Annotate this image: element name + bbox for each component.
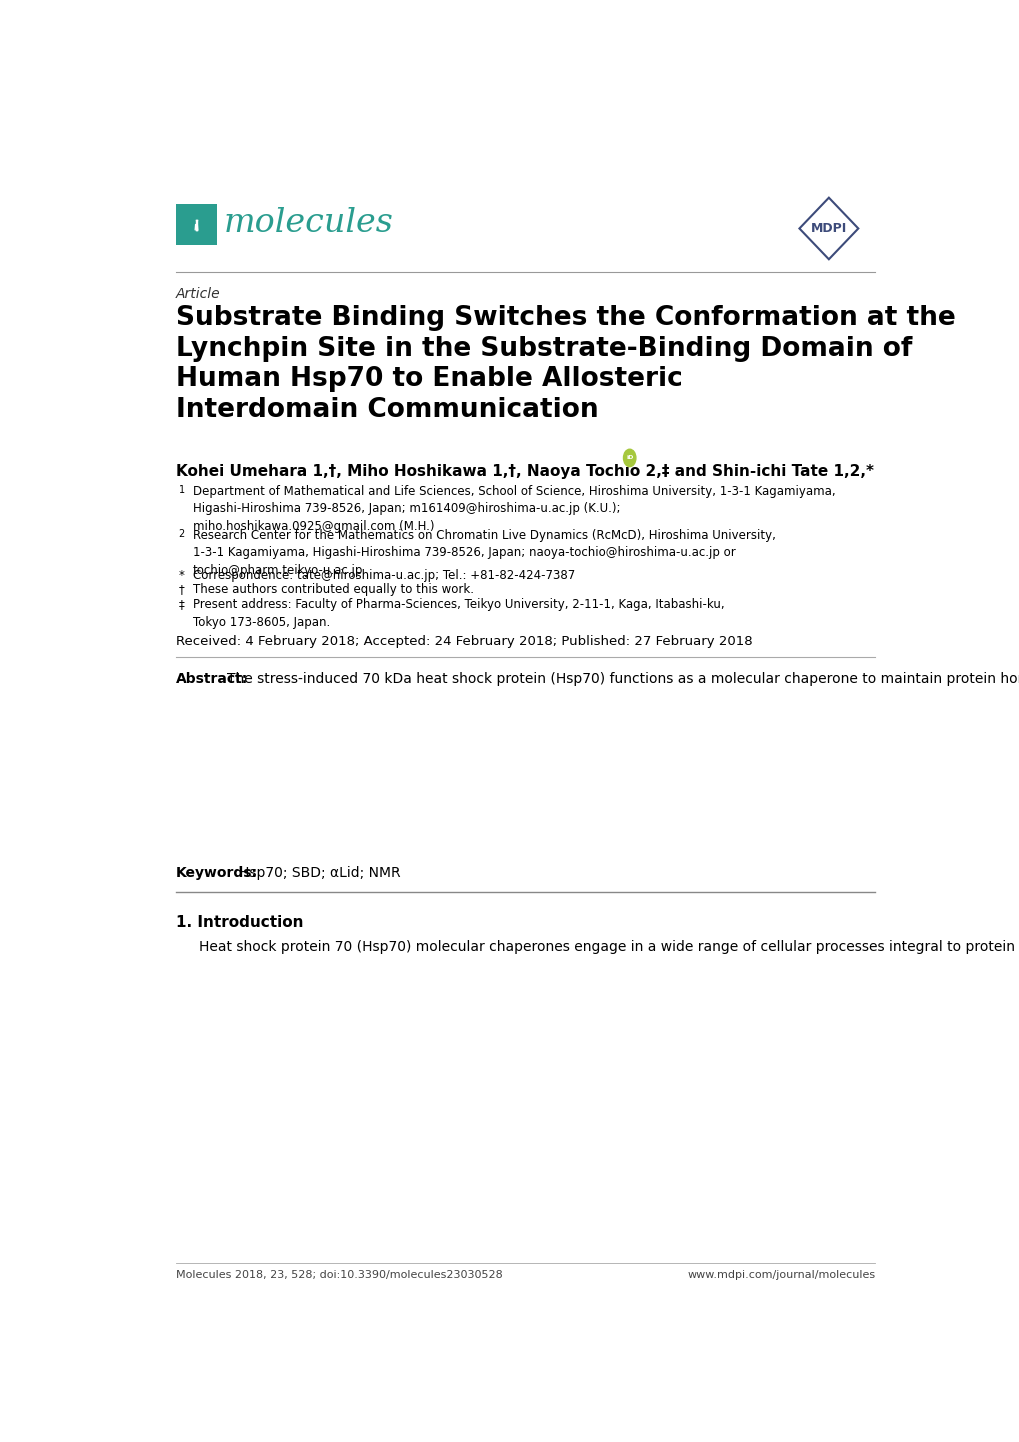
Text: Correspondence: tate@hiroshima-u.ac.jp; Tel.: +81-82-424-7387: Correspondence: tate@hiroshima-u.ac.jp; … [193, 568, 575, 581]
Text: Molecules 2018, 23, 528; doi:10.3390/molecules23030528: Molecules 2018, 23, 528; doi:10.3390/mol… [175, 1269, 501, 1279]
Text: Hsp70; SBD; αLid; NMR: Hsp70; SBD; αLid; NMR [238, 867, 400, 880]
Text: These authors contributed equally to this work.: These authors contributed equally to thi… [193, 584, 473, 597]
Text: †: † [178, 584, 184, 597]
Text: www.mdpi.com/journal/molecules: www.mdpi.com/journal/molecules [687, 1269, 874, 1279]
Text: Kohei Umehara 1,†, Miho Hoshikawa 1,†, Naoya Tochio 2,‡ and Shin-ichi Tate 1,2,*: Kohei Umehara 1,†, Miho Hoshikawa 1,†, N… [175, 464, 872, 479]
Text: 1. Introduction: 1. Introduction [175, 914, 303, 930]
Text: Received: 4 February 2018; Accepted: 24 February 2018; Published: 27 February 20: Received: 4 February 2018; Accepted: 24 … [175, 634, 751, 647]
Text: Article: Article [175, 287, 220, 301]
Text: Heat shock protein 70 (Hsp70) molecular chaperones engage in a wide range of cel: Heat shock protein 70 (Hsp70) molecular … [199, 940, 1019, 955]
Text: The stress-induced 70 kDa heat shock protein (Hsp70) functions as a molecular ch: The stress-induced 70 kDa heat shock pro… [226, 672, 1019, 686]
Text: Research Center for the Mathematics on Chromatin Live Dynamics (RcMcD), Hiroshim: Research Center for the Mathematics on C… [193, 529, 774, 577]
Text: Abstract:: Abstract: [175, 672, 248, 686]
Text: Present address: Faculty of Pharma-Sciences, Teikyo University, 2-11-1, Kaga, It: Present address: Faculty of Pharma-Scien… [193, 598, 723, 629]
Text: Department of Mathematical and Life Sciences, School of Science, Hiroshima Unive: Department of Mathematical and Life Scie… [193, 485, 835, 534]
Text: iD: iD [626, 456, 633, 460]
Text: *: * [178, 568, 184, 581]
Text: molecules: molecules [223, 206, 393, 238]
Text: ‡: ‡ [178, 598, 184, 611]
Text: 1: 1 [178, 485, 184, 495]
Text: MDPI: MDPI [810, 222, 846, 235]
Circle shape [623, 450, 635, 467]
FancyBboxPatch shape [175, 203, 217, 245]
Text: 2: 2 [178, 529, 184, 539]
Text: Substrate Binding Switches the Conformation at the
Lynchpin Site in the Substrat: Substrate Binding Switches the Conformat… [175, 306, 955, 423]
Text: Keywords:: Keywords: [175, 867, 257, 880]
